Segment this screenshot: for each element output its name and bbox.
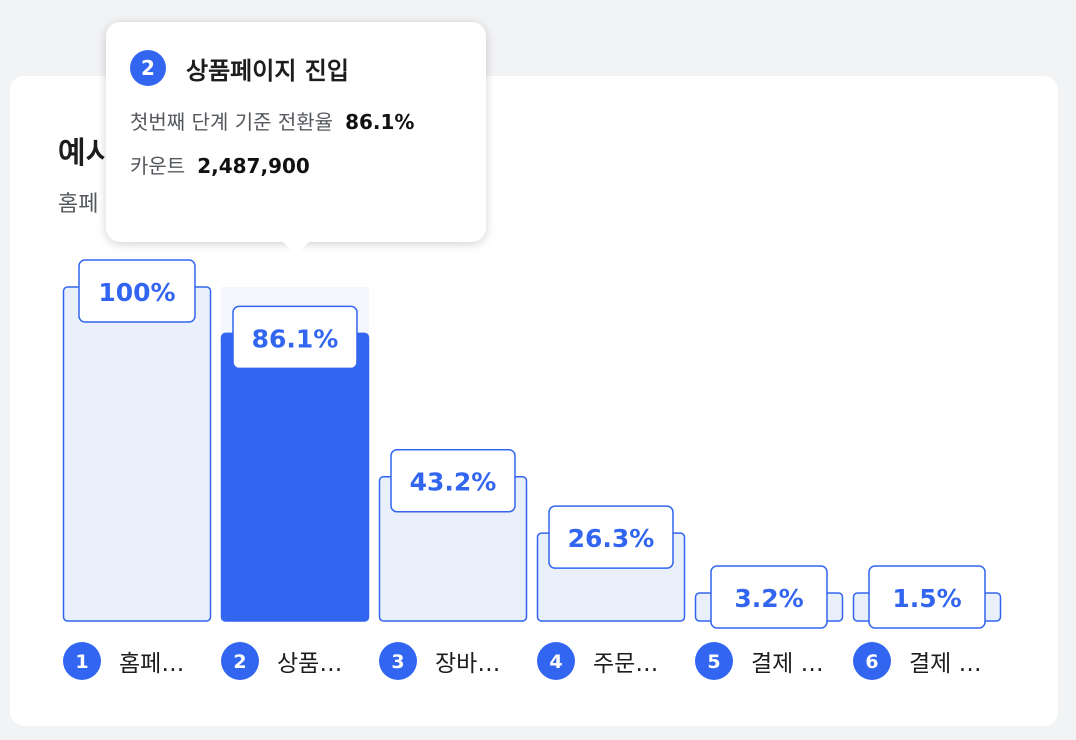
category-number-badge	[221, 642, 259, 680]
value-label-box	[232, 305, 358, 370]
tooltip: 2 상품페이지 진입 첫번째 단계 기준 전환율 86.1% 카운트 2,487,9…	[106, 22, 486, 255]
tooltip-rate-row: 첫번째 단계 기준 전환율 86.1%	[130, 106, 414, 135]
category-number: 3	[391, 651, 404, 673]
tooltip-step-badge: 2	[130, 50, 166, 86]
category-number-badge	[695, 642, 733, 680]
category-label: 결제 …	[751, 651, 824, 677]
category-number-badge	[379, 642, 417, 680]
value-label-box	[868, 565, 986, 629]
tooltip-count-label: 카운트	[130, 154, 186, 178]
category-label: 주문…	[593, 651, 659, 677]
value-label: 43.2%	[410, 468, 497, 497]
value-label: 86.1%	[252, 324, 339, 353]
value-label: 100%	[98, 278, 175, 307]
value-label: 3.2%	[734, 584, 803, 613]
value-label: 1.5%	[892, 584, 961, 613]
category-number: 1	[75, 651, 88, 673]
category-number: 6	[865, 651, 878, 673]
value-label-box	[78, 259, 196, 323]
category-number-badge	[853, 642, 891, 680]
funnel-bar[interactable]	[220, 332, 370, 622]
category-number: 4	[549, 651, 562, 673]
tooltip-count-row: 카운트 2,487,900	[130, 150, 310, 179]
tooltip-rate-label: 첫번째 단계 기준 전환율	[130, 110, 334, 134]
value-label-box	[390, 448, 516, 513]
category-number-badge	[63, 642, 101, 680]
value-label: 26.3%	[568, 524, 655, 553]
tooltip-count-value: 2,487,900	[197, 154, 310, 178]
funnel-bar[interactable]	[62, 286, 212, 622]
tooltip-rate-value: 86.1%	[345, 110, 415, 134]
category-label: 홈페…	[119, 651, 185, 677]
category-number-badge	[537, 642, 575, 680]
value-label-box	[548, 505, 674, 569]
category-label: 상품…	[277, 651, 343, 677]
category-number: 5	[707, 651, 720, 673]
category-number: 2	[233, 651, 246, 673]
bar-label-group: 100%186.1%243.2%326.3%43.2%51.5%6	[63, 259, 986, 680]
value-label-box	[710, 565, 828, 629]
bar-group	[62, 286, 1002, 622]
category-label: 결제 …	[909, 651, 982, 677]
chart-title: 예시	[58, 136, 114, 171]
tooltip-title: 상품페이지 진입	[186, 57, 349, 85]
category-label: 장바…	[435, 651, 501, 677]
